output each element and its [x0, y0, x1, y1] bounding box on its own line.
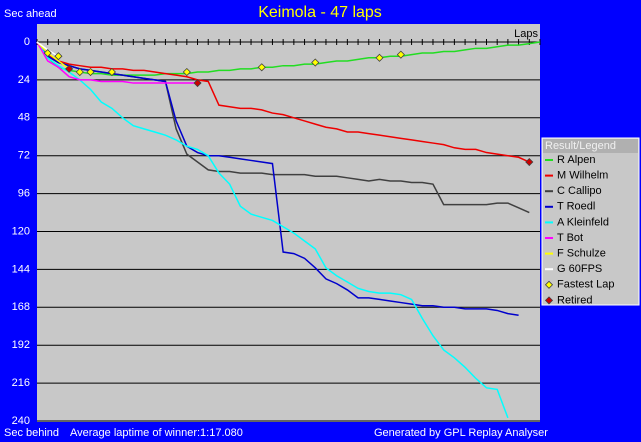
y-tick-label: 96 [18, 188, 30, 200]
y-tick-label: 168 [12, 301, 30, 313]
legend-title: Result/Legend [545, 140, 616, 152]
marker [86, 67, 95, 77]
y-tick-label: 48 [18, 112, 30, 124]
legend-label: M Wilhelm [557, 170, 608, 182]
marker [311, 58, 320, 67]
y-tick-label: 120 [12, 225, 30, 237]
legend-marker [544, 280, 554, 289]
marker [193, 78, 202, 88]
marker [257, 63, 266, 72]
marker [54, 52, 63, 61]
marker [65, 64, 74, 73]
y-label-top: Sec ahead [4, 8, 57, 20]
legend-label: T Bot [557, 232, 583, 244]
series-line [36, 41, 509, 419]
x-label: Laps [514, 28, 538, 40]
footer-right: Generated by GPL Replay Analyser [374, 427, 548, 439]
marker [525, 157, 534, 167]
y-label-bottom: Sec behind [4, 427, 59, 439]
legend-label: F Schulze [557, 248, 606, 260]
legend-label: Fastest Lap [557, 279, 614, 291]
legend-label: R Alpen [557, 154, 596, 166]
chart-title: Keimola - 47 laps [258, 4, 382, 21]
legend-header [543, 139, 638, 153]
y-tick-label: 192 [12, 339, 30, 351]
series-line [36, 41, 70, 70]
legend-label: G 60FPS [557, 263, 602, 275]
marker [43, 48, 52, 58]
y-tick-label: 0 [24, 36, 30, 48]
legend-box [541, 137, 640, 306]
marker [375, 53, 384, 62]
legend-marker [544, 296, 554, 305]
y-tick-label: 24 [18, 74, 30, 86]
marker [75, 67, 84, 77]
series-line [36, 41, 519, 316]
legend-label: Retired [557, 294, 592, 306]
y-tick-label: 72 [18, 150, 30, 162]
marker [107, 67, 116, 77]
y-tick-label: 240 [12, 415, 30, 427]
legend-label: T Roedl [557, 201, 595, 213]
series-line [36, 41, 530, 163]
legend-label: A Kleinfeld [557, 216, 609, 228]
footer-left: Average laptime of winner:1:17.080 [70, 427, 243, 439]
series-line [36, 41, 198, 84]
plot-area [37, 24, 540, 422]
marker [396, 50, 405, 59]
y-tick-label: 144 [12, 263, 30, 275]
y-tick-label: 216 [12, 377, 30, 389]
legend-label: C Callipo [557, 185, 602, 197]
marker [182, 67, 191, 77]
